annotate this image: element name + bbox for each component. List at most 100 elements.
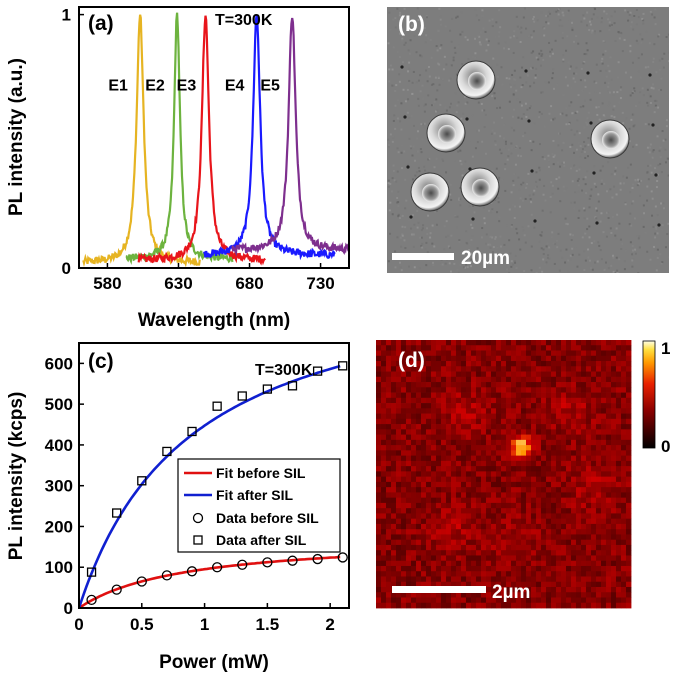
heatmap-pixel: [576, 376, 582, 383]
heatmap-pixel: [596, 445, 602, 451]
heatmap-pixel: [396, 602, 402, 609]
heatmap-pixel: [406, 366, 412, 372]
heatmap-pixel: [581, 397, 587, 404]
heatmap-pixel: [621, 518, 627, 525]
heatmap-pixel: [616, 376, 622, 383]
heatmap-pixel: [576, 565, 582, 572]
sem-grain: [609, 188, 612, 191]
heatmap-pixel: [491, 597, 497, 604]
sem-grain: [513, 129, 516, 132]
heatmap-pixel: [461, 592, 467, 598]
heatmap-pixel: [586, 481, 592, 488]
sem-grain: [436, 49, 439, 52]
sem-grain: [483, 126, 486, 129]
heatmap-pixel: [561, 345, 567, 351]
sem-grain: [583, 150, 586, 153]
heatmap-pixel: [401, 408, 407, 414]
heatmap-pixel: [376, 413, 382, 420]
heatmap-pixel: [551, 418, 557, 425]
heatmap-pixel: [411, 550, 417, 556]
heatmap-pixel: [606, 592, 612, 598]
sem-grain: [512, 203, 515, 206]
sem-grain: [600, 17, 603, 20]
heatmap-pixel: [486, 403, 492, 409]
heatmap-pixel: [391, 460, 397, 467]
heatmap-pixel: [491, 602, 497, 609]
sem-grain: [451, 17, 454, 20]
heatmap-pixel: [511, 565, 517, 572]
heatmap-pixel: [566, 529, 572, 535]
heatmap-pixel: [491, 508, 497, 514]
heatmap-pixel: [506, 439, 512, 446]
sem-grain: [509, 252, 512, 255]
heatmap-pixel: [396, 539, 402, 546]
heatmap-pixel: [606, 392, 612, 399]
heatmap-pixel: [586, 350, 592, 357]
heatmap-pixel: [446, 581, 452, 588]
sem-grain: [530, 213, 533, 216]
sem-grain: [579, 166, 582, 169]
heatmap-pixel: [431, 471, 437, 478]
sem-grain: [547, 154, 550, 157]
heatmap-pixel: [431, 529, 437, 535]
sem-grain: [600, 183, 603, 186]
sem-grain: [551, 184, 554, 187]
heatmap-pixel: [526, 571, 532, 577]
heatmap-pixel: [581, 371, 587, 378]
sem-grain: [646, 88, 649, 91]
heatmap-pixel: [606, 523, 612, 530]
heatmap-pixel: [496, 340, 502, 346]
heatmap-pixel: [616, 471, 622, 478]
heatmap-pixel: [471, 508, 477, 514]
sem-grain: [444, 25, 447, 28]
heatmap-pixel: [581, 508, 587, 514]
heatmap-pixel: [526, 340, 532, 346]
heatmap-pixel: [501, 523, 507, 530]
heatmap-pixel: [491, 424, 497, 430]
heatmap-pixel: [516, 434, 522, 441]
heatmap-pixel: [426, 355, 432, 362]
sem-grain: [427, 158, 430, 161]
sem-grain: [504, 140, 507, 143]
heatmap-pixel: [461, 445, 467, 451]
sem-grain: [659, 156, 662, 159]
sem-grain: [543, 158, 546, 161]
sem-grain: [394, 104, 397, 107]
heatmap-pixel: [506, 445, 512, 451]
sem-grain: [419, 54, 422, 57]
heatmap-pixel: [556, 434, 562, 441]
heatmap-pixel: [466, 434, 472, 441]
heatmap-pixel: [571, 529, 577, 535]
heatmap-pixel: [491, 387, 497, 393]
heatmap-pixel: [391, 487, 397, 493]
heatmap-pixel: [456, 434, 462, 441]
heatmap-pixel: [531, 581, 537, 588]
sem-grain: [459, 264, 462, 267]
heatmap-pixel: [561, 450, 567, 456]
heatmap-pixel: [531, 434, 537, 441]
heatmap-pixel: [406, 534, 412, 541]
heatmap-pixel: [486, 382, 492, 388]
sem-grain: [576, 179, 579, 182]
heatmap-pixel: [376, 397, 382, 404]
heatmap-pixel: [521, 539, 527, 546]
heatmap-pixel: [531, 371, 537, 378]
sem-grain: [558, 176, 561, 179]
heatmap-pixel: [596, 392, 602, 399]
sem-grain: [506, 224, 509, 227]
heatmap-pixel: [496, 576, 502, 583]
heatmap-pixel: [516, 592, 522, 598]
heatmap-pixel: [501, 460, 507, 467]
heatmap-pixel: [616, 534, 622, 541]
heatmap-pixel: [551, 544, 557, 551]
legend-marker-data-before: [192, 512, 204, 524]
heatmap-pixel: [546, 471, 552, 478]
heatmap-pixel: [626, 602, 632, 609]
heatmap-pixel: [491, 476, 497, 483]
sem-grain: [420, 123, 423, 126]
heatmap-pixel: [541, 345, 547, 351]
heatmap-pixel: [561, 602, 567, 609]
heatmap-pixel: [561, 534, 567, 541]
heatmap-pixel: [391, 429, 397, 435]
sem-grain: [613, 271, 616, 273]
